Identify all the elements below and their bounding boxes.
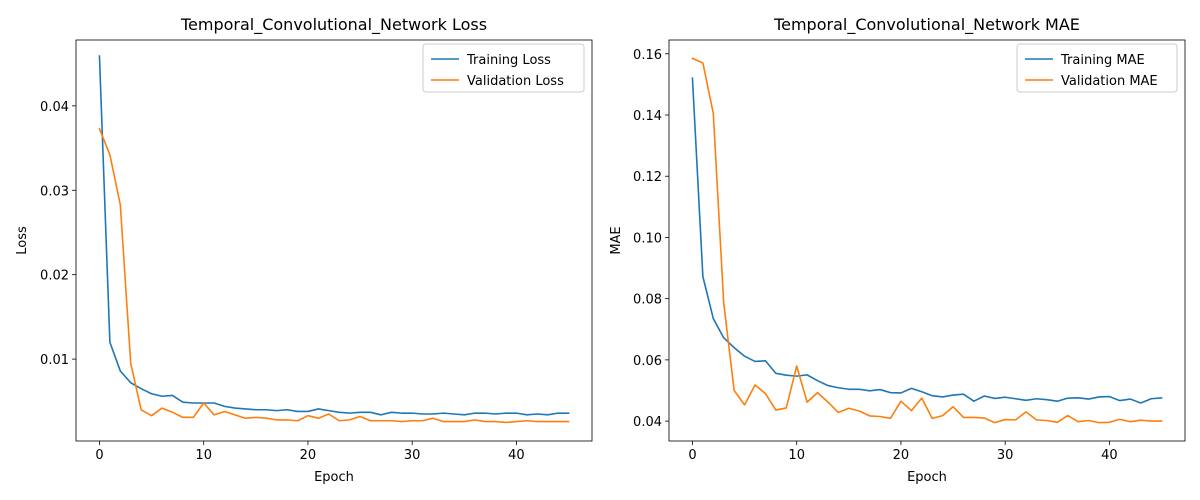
y-tick-label: 0.04: [40, 100, 69, 115]
legend-box: [1016, 43, 1178, 93]
legend-entry: Validation MAE: [1061, 74, 1158, 89]
series-line-training-loss: [98, 55, 570, 416]
plot-frame: [75, 39, 593, 442]
chart-1: Temporal_Convolutional_Network MAE 0 10 20 3…: [609, 15, 1186, 485]
y-tick-label: 0.08: [633, 293, 662, 308]
x-axis-label: Epoch: [907, 470, 947, 485]
x-tick-label: 0: [95, 448, 103, 463]
legend-box: [422, 43, 585, 93]
y-tick-label: 0.14: [633, 109, 662, 124]
series-line-validation-mae: [691, 57, 1163, 424]
legend-entry: Training Loss: [466, 53, 551, 68]
x-tick-label: 40: [508, 448, 525, 463]
plot-frame: [668, 39, 1186, 442]
x-tick-label: 30: [997, 448, 1014, 463]
legend-entry: Validation Loss: [467, 74, 564, 89]
x-tick-label: 20: [893, 448, 910, 463]
x-tick-label: 40: [1101, 448, 1118, 463]
y-tick-label: 0.16: [633, 48, 662, 63]
y-axis-label: MAE: [609, 226, 624, 254]
y-tick-label: 0.02: [40, 269, 69, 284]
legend-entry: Training MAE: [1060, 53, 1145, 68]
x-tick-label: 10: [195, 448, 212, 463]
y-tick-label: 0.06: [633, 354, 662, 369]
chart-title: Temporal_Convolutional_Network Loss: [180, 15, 487, 35]
chart-title: Temporal_Convolutional_Network MAE: [773, 15, 1080, 35]
y-axis-label: Loss: [15, 226, 30, 255]
series-line-validation-loss: [98, 127, 570, 424]
y-tick-label: 0.12: [633, 170, 662, 185]
x-tick-label: 20: [300, 448, 317, 463]
x-tick-label: 0: [688, 448, 696, 463]
x-tick-label: 30: [404, 448, 421, 463]
y-tick-label: 0.10: [633, 231, 662, 246]
series-line-training-mae: [691, 77, 1163, 404]
y-tick-label: 0.04: [633, 415, 662, 430]
x-axis-label: Epoch: [314, 470, 354, 485]
y-tick-label: 0.01: [40, 353, 69, 368]
y-tick-label: 0.03: [40, 184, 69, 199]
chart-0: Temporal_Convolutional_Network Loss 0 10 20…: [15, 15, 593, 485]
legend: Training Loss Validation Loss: [422, 43, 585, 93]
x-tick-label: 10: [788, 448, 805, 463]
legend: Training MAE Validation MAE: [1016, 43, 1178, 93]
